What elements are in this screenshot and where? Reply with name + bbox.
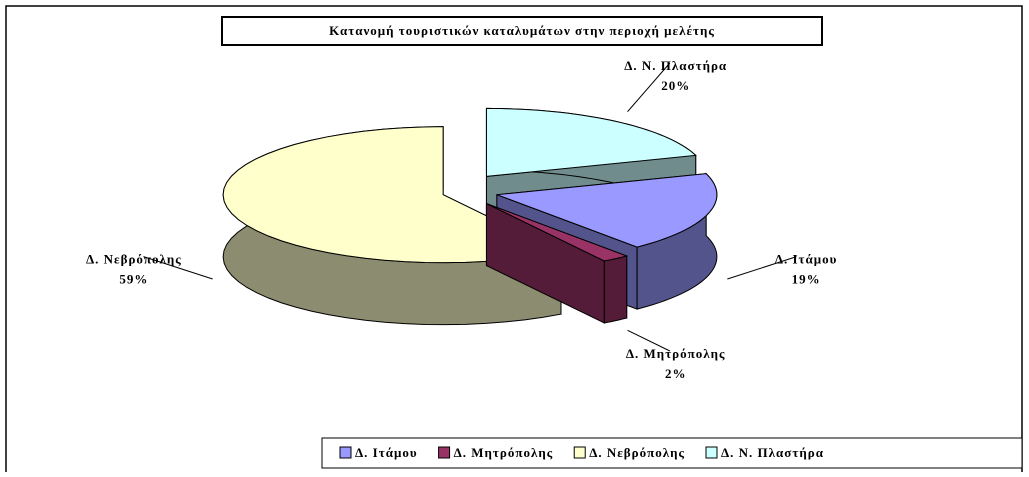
leader-line — [627, 62, 671, 113]
data-label: 20% — [661, 78, 690, 93]
slice-top — [486, 203, 629, 262]
legend-swatch — [573, 446, 586, 459]
chart-title: Κατανομή τουριστικών καταλυμάτων στην πε… — [329, 23, 715, 38]
data-label-name: Δ. Ιτάμου — [775, 252, 838, 267]
leader-line — [143, 256, 213, 280]
slice-side — [603, 255, 628, 324]
data-label: 2% — [665, 366, 687, 381]
legend-label: Δ. Μητρόπολης — [454, 445, 554, 460]
legend-label: Δ. Νεβρόπολης — [589, 445, 685, 460]
legend-swatch — [339, 446, 352, 459]
data-label-name: Δ. Ν. Πλαστήρα — [624, 58, 727, 73]
data-label-name: Δ. Νεβρόπολης — [86, 252, 182, 267]
slice-top — [496, 173, 718, 248]
slice-top — [222, 126, 563, 264]
slice-top — [485, 107, 697, 177]
legend-label: Δ. Ιτάμου — [355, 445, 418, 460]
leader-line — [627, 329, 671, 352]
title-box — [221, 16, 823, 46]
legend-swatch — [438, 446, 451, 459]
data-label: 59% — [119, 272, 148, 287]
leader-line — [727, 256, 797, 280]
legend-swatch — [705, 446, 718, 459]
legend-label: Δ. Ν. Πλαστήρα — [721, 445, 824, 460]
data-label: 19% — [792, 272, 821, 287]
data-label-name: Δ. Μητρόπολης — [626, 346, 726, 361]
